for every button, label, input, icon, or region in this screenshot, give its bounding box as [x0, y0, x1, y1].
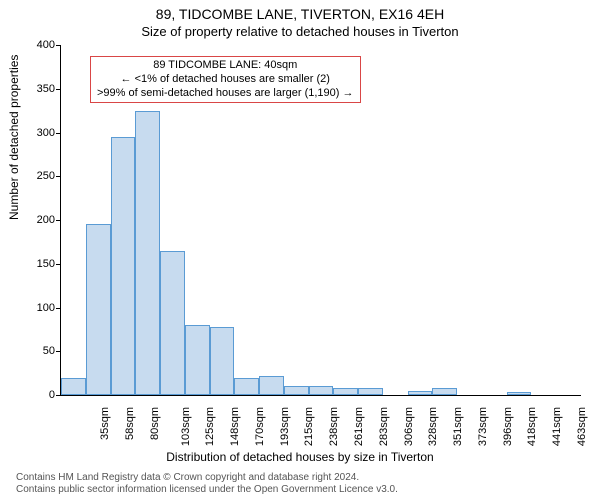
y-tick-mark: [56, 220, 60, 221]
x-tick-label: 441sqm: [551, 407, 563, 446]
callout-line: ← <1% of detached houses are smaller (2): [97, 73, 354, 87]
caption-line2: Contains public sector information licen…: [16, 484, 398, 496]
x-tick-label: 463sqm: [576, 407, 588, 446]
histogram-bar: [86, 224, 111, 395]
x-tick-label: 35sqm: [99, 407, 111, 440]
x-tick-label: 373sqm: [477, 407, 489, 446]
y-tick-mark: [56, 395, 60, 396]
histogram-bar: [309, 386, 334, 395]
x-tick-label: 261sqm: [353, 407, 365, 446]
callout-line: >99% of semi-detached houses are larger …: [97, 87, 354, 101]
x-tick-label: 351sqm: [452, 407, 464, 446]
y-tick-mark: [56, 133, 60, 134]
y-tick-label: 100: [15, 302, 55, 314]
title-line2: Size of property relative to detached ho…: [0, 24, 600, 39]
x-tick-label: 328sqm: [427, 407, 439, 446]
histogram-bar: [259, 376, 284, 395]
x-tick-label: 215sqm: [304, 407, 316, 446]
y-tick-mark: [56, 351, 60, 352]
y-tick-mark: [56, 176, 60, 177]
histogram-bar: [358, 388, 383, 395]
y-tick-label: 250: [15, 170, 55, 182]
x-axis-title: Distribution of detached houses by size …: [0, 450, 600, 464]
x-tick-label: 148sqm: [229, 407, 241, 446]
y-tick-label: 200: [15, 214, 55, 226]
x-tick-label: 58sqm: [124, 407, 136, 440]
histogram-bar: [160, 251, 185, 395]
callout-line: 89 TIDCOMBE LANE: 40sqm: [97, 59, 354, 73]
y-tick-label: 300: [15, 127, 55, 139]
histogram-bar: [111, 137, 136, 395]
y-tick-label: 150: [15, 258, 55, 270]
histogram-bar: [210, 327, 235, 395]
y-tick-mark: [56, 45, 60, 46]
y-tick-label: 350: [15, 83, 55, 95]
histogram-bar: [61, 378, 86, 396]
x-tick-label: 125sqm: [205, 407, 217, 446]
title-line1: 89, TIDCOMBE LANE, TIVERTON, EX16 4EH: [0, 6, 600, 22]
histogram-bar: [234, 378, 259, 396]
caption-line1: Contains HM Land Registry data © Crown c…: [16, 472, 398, 484]
x-tick-label: 238sqm: [328, 407, 340, 446]
x-tick-label: 283sqm: [378, 407, 390, 446]
chart-container: 89, TIDCOMBE LANE, TIVERTON, EX16 4EH Si…: [0, 0, 600, 500]
y-tick-label: 0: [15, 389, 55, 401]
y-tick-label: 400: [15, 39, 55, 51]
histogram-bar: [432, 388, 457, 395]
histogram-bar: [333, 388, 358, 395]
x-tick-label: 80sqm: [149, 407, 161, 440]
callout-box: 89 TIDCOMBE LANE: 40sqm ← <1% of detache…: [90, 56, 361, 103]
y-tick-mark: [56, 308, 60, 309]
x-tick-label: 103sqm: [180, 407, 192, 446]
y-tick-label: 50: [15, 345, 55, 357]
x-tick-label: 193sqm: [279, 407, 291, 446]
x-tick-label: 306sqm: [403, 407, 415, 446]
x-tick-label: 396sqm: [502, 407, 514, 446]
histogram-bar: [507, 392, 532, 395]
y-tick-mark: [56, 264, 60, 265]
histogram-bar: [185, 325, 210, 395]
histogram-bar: [135, 111, 160, 395]
x-tick-label: 418sqm: [526, 407, 538, 446]
x-tick-label: 170sqm: [254, 407, 266, 446]
histogram-bar: [408, 391, 433, 395]
y-tick-mark: [56, 89, 60, 90]
histogram-bar: [284, 386, 309, 395]
caption: Contains HM Land Registry data © Crown c…: [16, 472, 398, 496]
